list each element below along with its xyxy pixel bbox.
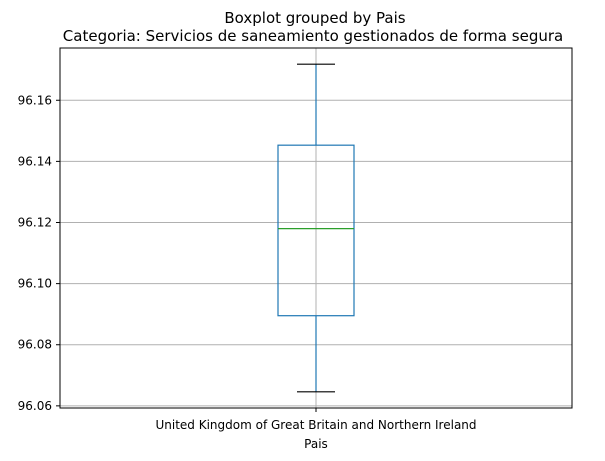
box-group xyxy=(277,63,355,393)
y-tick-label: 96.16 xyxy=(18,93,52,107)
x-axis-ticks: United Kingdom of Great Britain and Nort… xyxy=(155,408,477,432)
y-tick-label: 96.06 xyxy=(18,399,52,413)
chart-suptitle: Boxplot grouped by Pais xyxy=(224,9,405,27)
chart-title: Categoria: Servicios de saneamiento gest… xyxy=(63,27,563,45)
y-tick-label: 96.14 xyxy=(18,154,52,168)
iqr-box xyxy=(277,144,355,317)
y-axis-ticks: 96.06 96.08 96.10 96.12 96.14 96.16 xyxy=(18,93,60,413)
y-tick-label: 96.08 xyxy=(18,338,52,352)
y-tick-label: 96.10 xyxy=(18,277,52,291)
x-axis-label: Pais xyxy=(304,437,328,451)
x-tick-label: United Kingdom of Great Britain and Nort… xyxy=(155,418,476,432)
y-tick-label: 96.12 xyxy=(18,215,52,229)
